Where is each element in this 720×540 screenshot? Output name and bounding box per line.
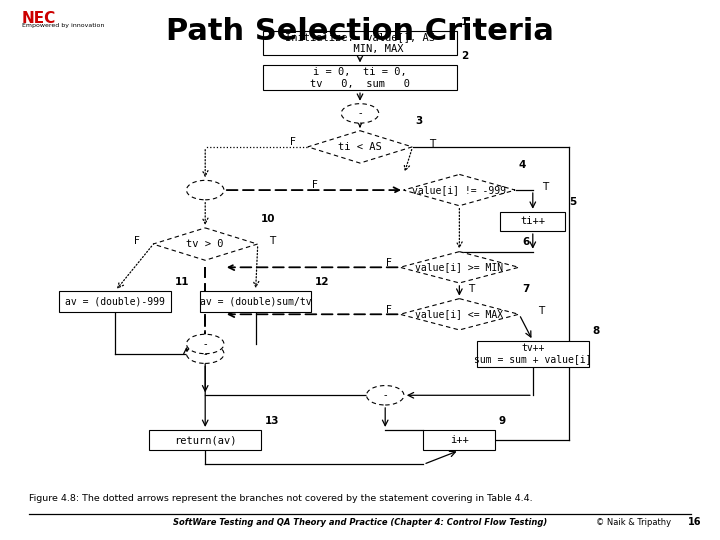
FancyBboxPatch shape: [423, 430, 495, 450]
Polygon shape: [400, 252, 518, 283]
Text: Path Selection Criteria: Path Selection Criteria: [166, 17, 554, 46]
Text: tv++
sum = sum + value[i]: tv++ sum = sum + value[i]: [474, 343, 592, 364]
Text: 12: 12: [315, 276, 330, 287]
FancyBboxPatch shape: [150, 430, 261, 450]
Text: return(av): return(av): [174, 435, 236, 445]
Ellipse shape: [186, 180, 224, 200]
Text: value[i] <= MAX: value[i] <= MAX: [415, 309, 503, 319]
Text: 13: 13: [265, 415, 279, 426]
Text: 6: 6: [523, 237, 530, 247]
Text: © Naik & Tripathy: © Naik & Tripathy: [596, 518, 671, 526]
Text: 3: 3: [416, 116, 423, 126]
Text: value[i] != -999: value[i] != -999: [413, 185, 506, 195]
FancyBboxPatch shape: [199, 291, 311, 312]
Text: tv > 0: tv > 0: [186, 239, 224, 249]
Text: T: T: [429, 139, 435, 148]
Ellipse shape: [186, 334, 224, 354]
Text: 11: 11: [174, 276, 189, 287]
Text: 8: 8: [593, 326, 600, 336]
Text: 10: 10: [261, 213, 276, 224]
Text: T: T: [542, 182, 548, 192]
Polygon shape: [153, 228, 258, 260]
Text: SoftWare Testing and QA Theory and Practice (Chapter 4: Control Flow Testing): SoftWare Testing and QA Theory and Pract…: [173, 518, 547, 526]
Polygon shape: [403, 174, 516, 206]
Ellipse shape: [366, 386, 404, 405]
FancyBboxPatch shape: [500, 212, 565, 231]
Text: F: F: [312, 180, 318, 190]
Text: 5: 5: [569, 197, 576, 207]
Text: -: -: [359, 109, 361, 118]
Polygon shape: [308, 131, 412, 163]
FancyBboxPatch shape: [263, 31, 457, 55]
Polygon shape: [400, 299, 518, 330]
Text: F: F: [290, 137, 296, 147]
Text: 2: 2: [461, 51, 468, 61]
Text: ti < AS: ti < AS: [338, 142, 382, 152]
Text: T: T: [269, 236, 275, 246]
Text: ti++: ti++: [521, 217, 545, 226]
Text: 4: 4: [518, 160, 526, 170]
Text: F: F: [386, 305, 392, 315]
Text: i++: i++: [450, 435, 469, 445]
FancyBboxPatch shape: [60, 291, 171, 312]
Text: -: -: [204, 339, 207, 349]
Text: -: -: [384, 390, 387, 400]
Text: av = (double)-999: av = (double)-999: [66, 296, 165, 306]
Text: av = (double)sum/tv: av = (double)sum/tv: [199, 296, 312, 306]
Ellipse shape: [186, 344, 224, 363]
Text: value[i] >= MIN: value[i] >= MIN: [415, 262, 503, 272]
Text: 7: 7: [523, 284, 530, 294]
Text: i = 0,  ti = 0,
tv   0,  sum   0: i = 0, ti = 0, tv 0, sum 0: [310, 67, 410, 89]
FancyBboxPatch shape: [477, 341, 589, 367]
Text: 1: 1: [461, 17, 468, 27]
Text: F: F: [134, 236, 140, 246]
Text: Figure 4.8: The dotted arrows represent the branches not covered by the statemen: Figure 4.8: The dotted arrows represent …: [29, 495, 532, 503]
Text: NEC: NEC: [22, 11, 56, 26]
Text: 9: 9: [499, 415, 506, 426]
Text: F: F: [386, 258, 392, 268]
Text: T: T: [539, 306, 544, 316]
FancyBboxPatch shape: [263, 65, 457, 90]
Text: Initialize:  value[], AS
      MIN, MAX: Initialize: value[], AS MIN, MAX: [285, 32, 435, 54]
Text: Empowered by innovation: Empowered by innovation: [22, 23, 104, 28]
Ellipse shape: [341, 104, 379, 123]
Text: -: -: [204, 349, 207, 359]
Text: T: T: [469, 284, 474, 294]
Text: 16: 16: [688, 517, 701, 527]
